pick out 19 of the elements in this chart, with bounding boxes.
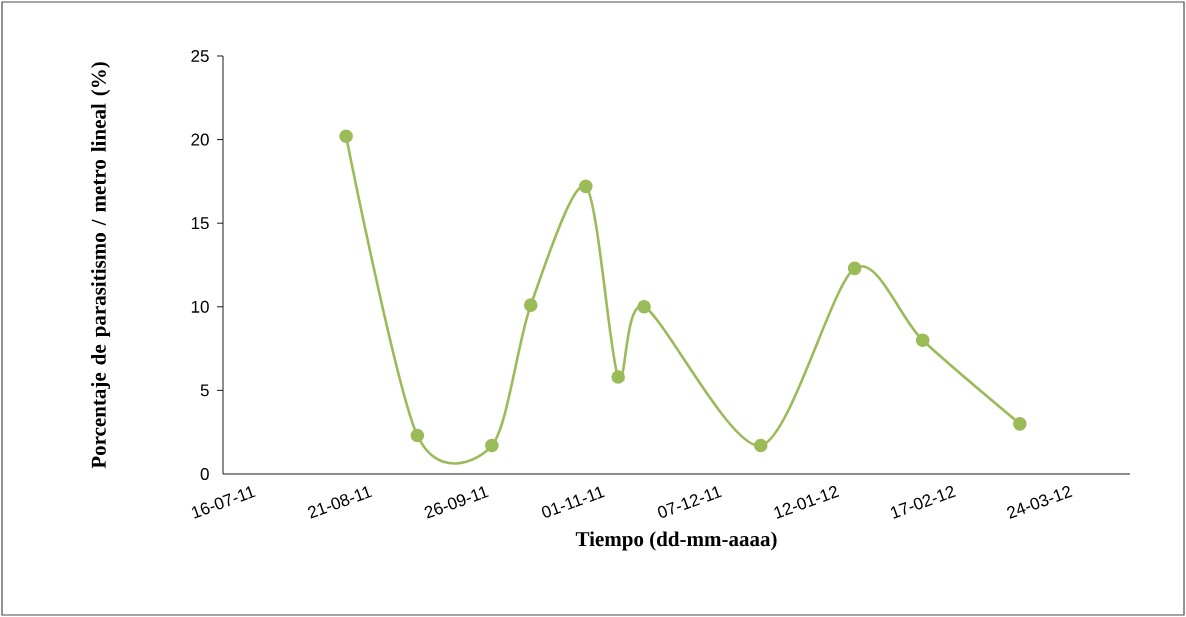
point — [339, 129, 353, 144]
point — [1013, 417, 1027, 431]
y-axis-title: Porcentaje de parasitismo / metro lineal (%) — [91, 62, 111, 469]
y-tick-label: 0 — [200, 467, 209, 481]
y-tick-label: 25 — [191, 49, 209, 63]
point — [915, 333, 930, 348]
point — [485, 438, 499, 453]
point — [637, 299, 651, 314]
y-tick-label: 5 — [200, 384, 209, 397]
y-tick-label: 20 — [191, 133, 209, 146]
x-axis-title: Tiempo (dd-mm-aaaa) — [575, 531, 777, 551]
y-tick-label: 10 — [191, 300, 209, 313]
y-tick-label: 15 — [191, 217, 209, 230]
point — [753, 438, 768, 453]
point — [410, 428, 425, 443]
point — [847, 261, 862, 276]
point — [611, 370, 625, 384]
point — [523, 298, 538, 312]
point — [579, 179, 593, 194]
